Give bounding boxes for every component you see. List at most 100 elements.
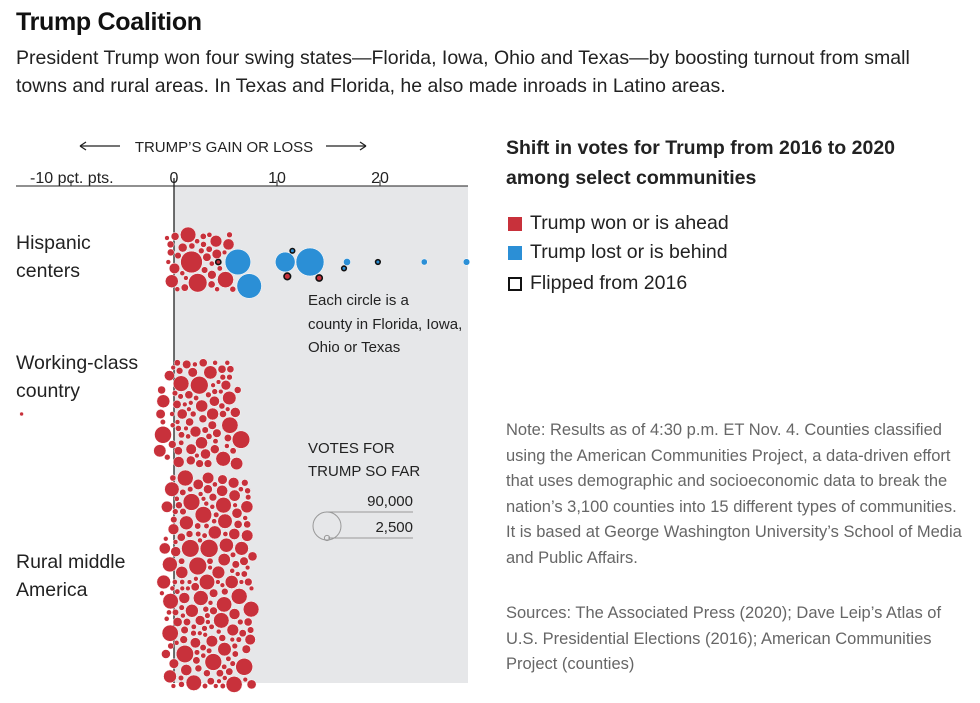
county-circle — [198, 414, 208, 424]
county-circle — [239, 556, 249, 566]
county-circle — [165, 274, 179, 288]
county-circle — [180, 625, 189, 635]
page-subtitle: President Trump won four swing states—Fl… — [16, 47, 910, 97]
county-circle — [156, 574, 171, 590]
county-circle — [189, 637, 201, 649]
county-circle — [217, 364, 227, 374]
legend-swatch-flipped — [508, 276, 522, 291]
county-circle — [213, 683, 219, 689]
county-circle — [170, 232, 180, 241]
county-circle — [221, 587, 229, 596]
county-circle — [209, 504, 216, 510]
county-circle — [202, 252, 212, 262]
county-circle — [229, 568, 235, 574]
county-circle — [222, 675, 228, 681]
county-circle — [185, 585, 191, 592]
county-circle — [229, 447, 237, 455]
county-circle — [170, 364, 176, 371]
county-circle — [169, 411, 175, 417]
county-circle — [174, 419, 181, 425]
county-circle — [244, 564, 251, 571]
county-circle — [170, 546, 181, 557]
county-circle — [232, 502, 238, 508]
county-circle — [19, 411, 24, 417]
x-tick-label: -10 pct. pts. — [30, 170, 114, 187]
county-circle — [222, 390, 237, 406]
county-circle — [222, 531, 229, 537]
county-circle — [229, 660, 236, 667]
county-circle — [211, 388, 218, 395]
county-circle — [244, 577, 253, 587]
county-circle — [225, 667, 234, 676]
county-circle — [242, 601, 260, 618]
x-tick-label: 20 — [371, 170, 389, 187]
county-circle — [219, 374, 226, 381]
county-circle — [186, 579, 193, 585]
county-circle — [212, 438, 219, 445]
county-circle — [179, 515, 194, 531]
county-circle — [210, 444, 220, 454]
county-circle — [185, 433, 191, 440]
county-circle — [175, 501, 183, 509]
county-circle — [193, 590, 209, 606]
county-circle — [198, 573, 216, 591]
chart-annotation: Each circle is a county in Florida, Iowa,… — [308, 292, 462, 356]
county-circle — [224, 360, 231, 366]
county-circle — [170, 516, 178, 524]
county-circle — [182, 359, 192, 369]
county-circle — [168, 658, 179, 669]
county-circle — [247, 551, 258, 562]
county-circle — [195, 436, 208, 450]
county-circle — [180, 250, 203, 274]
row-label-hispanic: Hispanic centers — [16, 232, 91, 282]
county-circle — [183, 618, 191, 626]
county-circle — [226, 365, 235, 374]
county-circle — [155, 409, 166, 419]
county-circle — [224, 575, 239, 589]
size-legend-title: VOTES FOR TRUMP SO FAR — [308, 440, 420, 480]
county-circle — [164, 370, 175, 381]
county-circle — [242, 676, 248, 683]
county-circle — [216, 678, 222, 684]
county-circle — [283, 272, 292, 281]
county-circle — [215, 579, 221, 585]
county-circle — [200, 652, 207, 659]
county-circle — [162, 593, 179, 610]
county-circle — [172, 617, 183, 627]
size-legend-label-90000: 90,000 — [367, 493, 413, 510]
county-circle — [158, 542, 171, 555]
county-circle — [176, 532, 186, 542]
county-circle — [203, 523, 210, 529]
county-circle — [165, 259, 171, 265]
county-circle — [185, 443, 197, 455]
county-circle — [167, 642, 175, 650]
county-circle — [190, 376, 209, 395]
county-circle — [205, 433, 213, 440]
county-circle — [188, 400, 194, 406]
county-circle — [199, 539, 219, 558]
county-circle — [247, 626, 255, 634]
county-circle — [197, 630, 203, 636]
county-circle — [227, 477, 240, 489]
size-legend-circle-2500 — [323, 534, 331, 542]
county-circle — [177, 242, 188, 253]
county-circle — [201, 625, 208, 632]
county-circle — [168, 440, 177, 449]
county-circle — [190, 623, 197, 630]
county-circle — [230, 588, 248, 605]
county-circle — [229, 636, 235, 643]
county-circle — [206, 407, 219, 421]
county-circle — [175, 425, 182, 432]
county-circle — [203, 459, 213, 468]
county-circle — [218, 634, 227, 642]
county-circle — [174, 588, 181, 595]
page-title: Trump Coalition — [16, 8, 202, 36]
county-circle — [216, 596, 233, 613]
size-legend-circle-90000 — [312, 511, 342, 541]
county-circle — [221, 663, 228, 670]
county-circle — [226, 374, 233, 381]
county-circle — [164, 481, 180, 497]
county-circle — [175, 566, 189, 579]
county-circle — [181, 539, 200, 558]
legend-swatch-lost — [508, 245, 522, 260]
